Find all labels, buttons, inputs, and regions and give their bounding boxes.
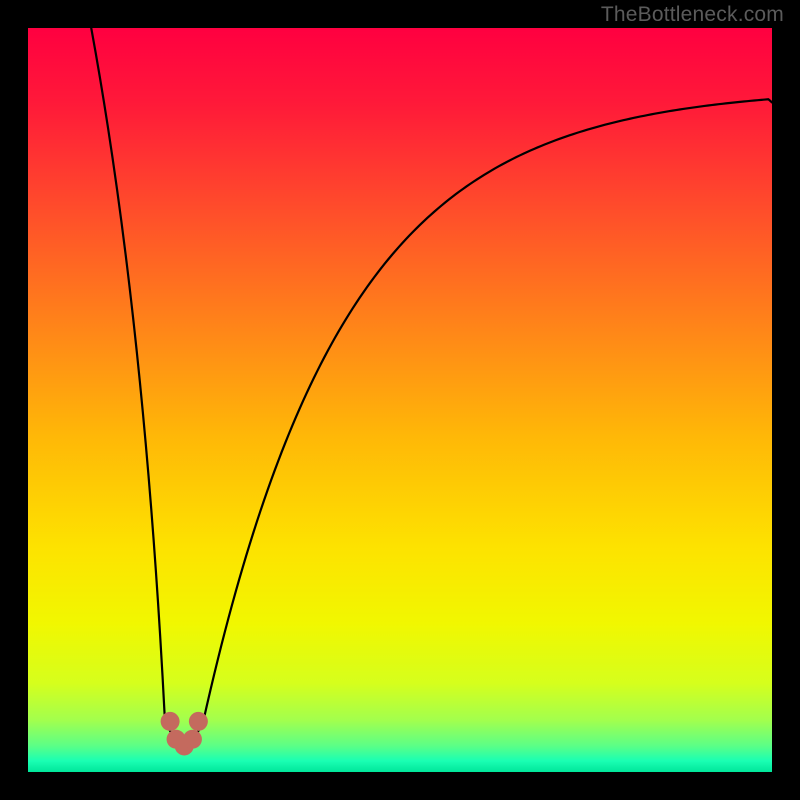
plot-area bbox=[28, 28, 772, 772]
chart-stage: TheBottleneck.com bbox=[0, 0, 800, 800]
notch-marker bbox=[189, 712, 208, 731]
chart-svg bbox=[0, 0, 800, 800]
notch-marker bbox=[161, 712, 180, 731]
notch-marker bbox=[183, 730, 202, 749]
